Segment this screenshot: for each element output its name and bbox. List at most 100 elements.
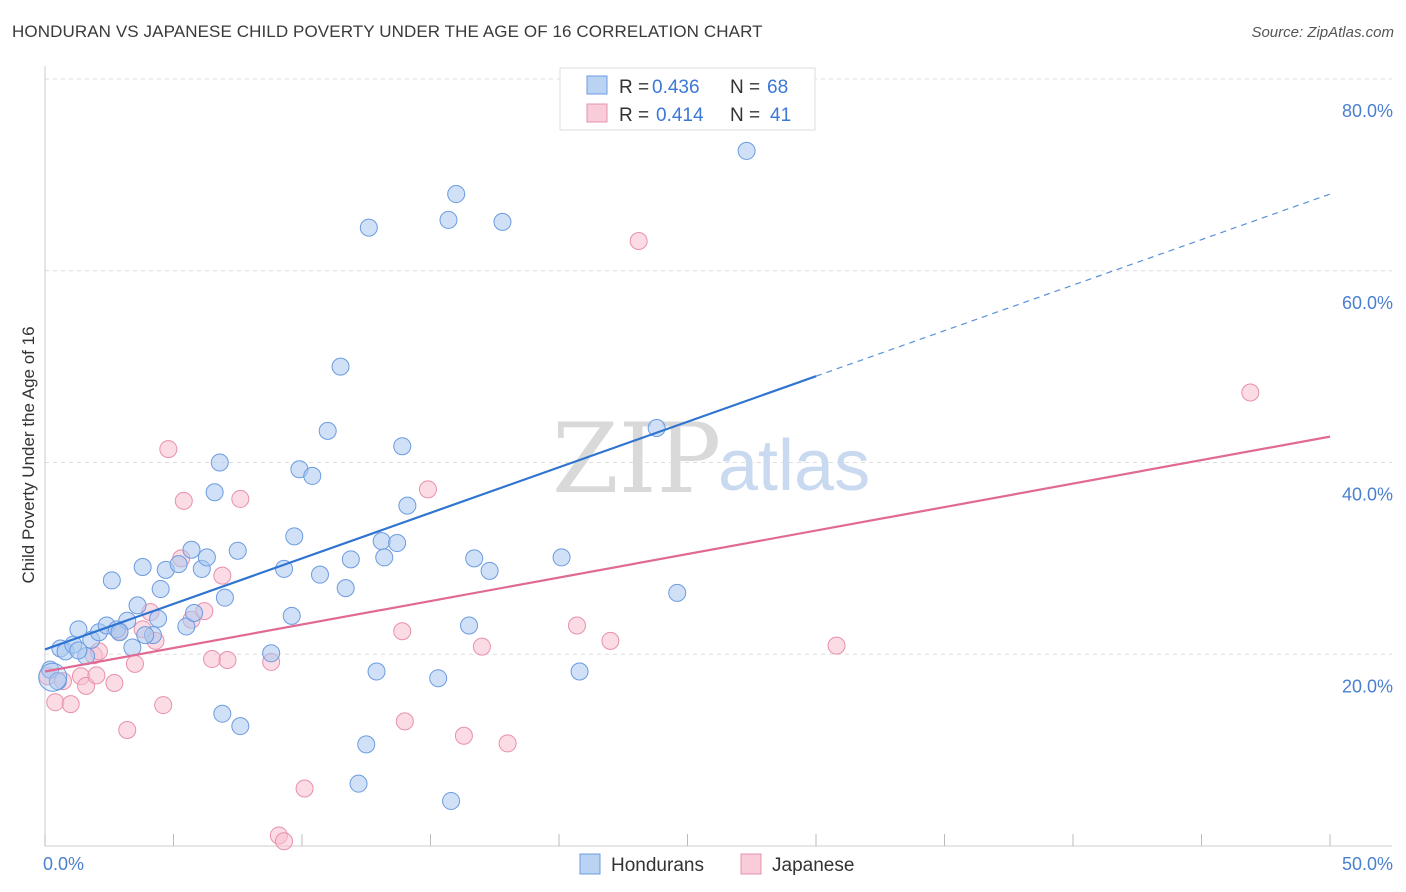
- honduran-point: [367, 662, 386, 681]
- honduran-point: [447, 185, 466, 204]
- legend-swatch-hondurans: [586, 75, 608, 95]
- honduran-point: [136, 626, 155, 645]
- honduran-point: [398, 496, 417, 515]
- honduran-point: [331, 357, 350, 376]
- japanese-point: [154, 696, 173, 715]
- japanese-points: [38, 232, 1260, 851]
- japanese-point: [454, 726, 473, 745]
- honduran-point: [303, 466, 322, 485]
- honduran-point: [442, 791, 461, 810]
- watermark: ZIP atlas: [552, 403, 870, 515]
- bottom-legend-japanese: Japanese: [772, 855, 854, 876]
- legend-n-label: N =: [730, 77, 760, 98]
- x-tick-label: 50.0%: [1342, 854, 1393, 874]
- honduran-point: [282, 606, 301, 625]
- honduran-point: [460, 616, 479, 635]
- honduran-point: [393, 437, 412, 456]
- honduran-point: [310, 565, 329, 584]
- honduran-point: [359, 218, 378, 237]
- bottom-legend-hondurans: Hondurans: [611, 855, 704, 876]
- honduran-trend-line: [44, 375, 817, 651]
- y-axis-label: Child Poverty Under the Age of 16: [19, 326, 38, 583]
- chart-title: HONDURAN VS JAPANESE CHILD POVERTY UNDER…: [12, 22, 763, 41]
- y-tick-label: 80.0%: [1342, 101, 1393, 121]
- honduran-point: [205, 483, 224, 502]
- japanese-point: [203, 650, 222, 669]
- japanese-point: [393, 622, 412, 641]
- legend-n-value: 41: [770, 105, 791, 126]
- japanese-point: [395, 712, 414, 731]
- honduran-point: [336, 579, 355, 598]
- bottom-legend-swatch-japanese: [740, 853, 762, 875]
- x-tick-label: 0.0%: [43, 854, 84, 874]
- japanese-point: [61, 695, 80, 714]
- honduran-point: [552, 548, 571, 567]
- honduran-point: [388, 534, 407, 553]
- japanese-point: [567, 616, 586, 635]
- grid-lines: [45, 78, 1392, 655]
- bottom-legend-swatch-hondurans: [579, 853, 601, 875]
- japanese-point: [472, 637, 491, 656]
- honduran-point: [185, 604, 204, 623]
- japanese-point: [87, 666, 106, 685]
- japanese-point: [105, 674, 124, 693]
- honduran-point: [210, 453, 229, 472]
- japanese-point: [231, 489, 250, 508]
- honduran-point: [349, 774, 368, 793]
- japanese-point: [601, 631, 620, 650]
- honduran-point: [668, 583, 687, 602]
- series-legend: Hondurans Japanese: [579, 853, 854, 876]
- honduran-trend-extension: [815, 193, 1331, 377]
- honduran-point: [375, 548, 394, 567]
- y-tick-label: 20.0%: [1342, 676, 1393, 696]
- honduran-point: [372, 532, 391, 551]
- honduran-point: [151, 580, 170, 599]
- trend-lines: [44, 193, 1331, 673]
- japanese-point: [46, 693, 65, 712]
- honduran-point: [341, 550, 360, 569]
- japanese-trend-line: [44, 435, 1331, 673]
- japanese-point: [174, 491, 193, 510]
- honduran-point: [231, 717, 250, 736]
- honduran-point: [465, 549, 484, 568]
- honduran-point: [493, 212, 512, 231]
- y-tick-labels: 20.0% 40.0% 60.0% 80.0%: [1342, 101, 1393, 696]
- japanese-point: [218, 651, 237, 670]
- japanese-point: [118, 720, 137, 739]
- honduran-point: [182, 540, 201, 559]
- honduran-point: [570, 662, 589, 681]
- japanese-point: [213, 566, 232, 585]
- japanese-point: [498, 734, 517, 753]
- japanese-point: [1241, 383, 1260, 402]
- y-tick-label: 40.0%: [1342, 485, 1393, 505]
- honduran-point: [228, 541, 247, 560]
- japanese-point: [275, 832, 294, 851]
- honduran-point: [439, 210, 458, 229]
- legend-n-value: 68: [767, 77, 788, 98]
- honduran-point: [197, 548, 216, 567]
- honduran-point: [102, 571, 121, 590]
- honduran-point: [169, 555, 188, 574]
- axes: [44, 66, 1392, 847]
- stats-legend: R = 0.436 N = 68 R = 0.414 N = 41: [559, 67, 816, 131]
- watermark-atlas: atlas: [718, 426, 870, 506]
- honduran-point: [69, 641, 88, 660]
- honduran-point: [262, 644, 281, 663]
- honduran-point: [128, 596, 147, 615]
- y-tick-label: 60.0%: [1342, 293, 1393, 313]
- legend-r-label: R =: [619, 77, 649, 98]
- honduran-point: [133, 558, 152, 577]
- honduran-point: [357, 735, 376, 754]
- honduran-point: [215, 588, 234, 607]
- honduran-point: [149, 609, 168, 628]
- honduran-point: [480, 561, 499, 580]
- honduran-point: [737, 141, 756, 160]
- x-tick-labels: 0.0% 50.0%: [43, 854, 1393, 874]
- legend-r-value: 0.414: [656, 105, 704, 126]
- japanese-point: [418, 480, 437, 499]
- honduran-point: [213, 704, 232, 723]
- legend-n-label: N =: [730, 105, 760, 126]
- legend-r-label: R =: [619, 105, 649, 126]
- honduran-point: [318, 421, 337, 440]
